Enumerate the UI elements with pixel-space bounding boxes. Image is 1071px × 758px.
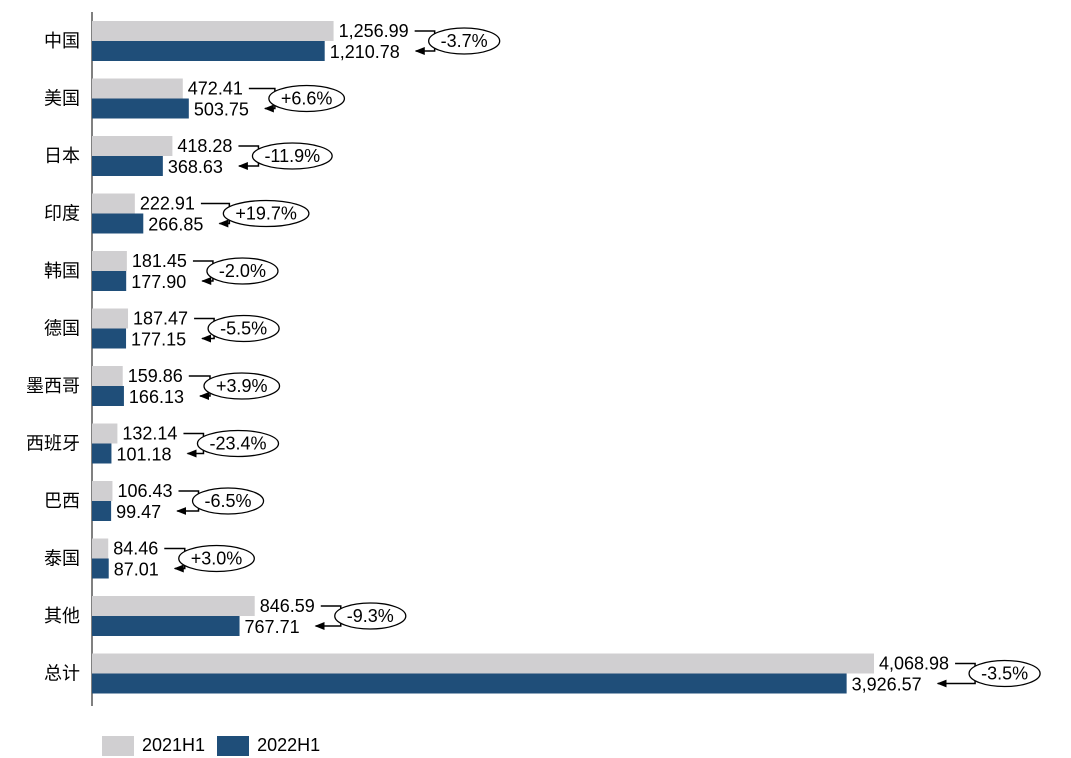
bar-2022h1 xyxy=(92,443,112,464)
change-oval xyxy=(207,314,280,343)
change-oval xyxy=(334,602,407,630)
change-oval xyxy=(191,487,265,515)
bar-2021h1 xyxy=(92,21,334,41)
bar-2021h1 xyxy=(92,366,123,386)
value-label-2021h1: 846.59 xyxy=(260,596,315,616)
change-label: -3.5% xyxy=(981,664,1028,684)
bar-2022h1 xyxy=(92,41,325,61)
change-oval xyxy=(251,142,333,170)
change-oval xyxy=(206,257,279,285)
value-label-2022h1: 166.13 xyxy=(129,387,184,407)
bar-2022h1 xyxy=(92,328,127,349)
bar-2021h1 xyxy=(92,136,173,156)
category-label: 德国 xyxy=(44,319,80,340)
category-label: 总计 xyxy=(44,664,80,685)
change-oval xyxy=(203,372,281,400)
category-label: 日本 xyxy=(44,146,80,167)
bar-2022h1 xyxy=(92,616,240,636)
bar-2021h1 xyxy=(92,538,109,559)
legend-swatch-2021h1 xyxy=(102,735,134,756)
bar-2022h1 xyxy=(92,558,109,579)
value-label-2021h1: 222.91 xyxy=(140,194,195,214)
value-label-2022h1: 767.71 xyxy=(245,617,300,637)
value-label-2022h1: 177.90 xyxy=(131,272,186,292)
category-label: 西班牙 xyxy=(26,434,80,455)
value-label-2021h1: 106.43 xyxy=(117,481,172,501)
bar-2022h1 xyxy=(92,156,163,176)
change-label: +19.7% xyxy=(235,204,297,224)
bar-2021h1 xyxy=(92,596,255,616)
bar-2022h1 xyxy=(92,98,189,119)
change-oval xyxy=(268,84,346,113)
bar-2021h1 xyxy=(92,423,118,444)
category-label: 中国 xyxy=(44,31,80,52)
bar-2021h1 xyxy=(92,78,183,99)
legend-item-2022h1: 2022H1 xyxy=(217,735,320,756)
change-label: +3.0% xyxy=(191,549,243,569)
change-label: -23.4% xyxy=(209,434,266,454)
value-label-2021h1: 4,068.98 xyxy=(879,654,949,674)
change-label: -9.3% xyxy=(347,606,394,626)
value-label-2022h1: 1,210.78 xyxy=(330,42,400,62)
bar-2022h1 xyxy=(92,673,847,694)
bar-2021h1 xyxy=(92,653,874,674)
bar-2021h1 xyxy=(92,251,127,271)
category-label: 印度 xyxy=(44,204,80,225)
legend-swatch-2022h1 xyxy=(217,735,250,756)
value-label-2022h1: 3,926.57 xyxy=(852,675,922,695)
bar-2022h1 xyxy=(92,386,124,406)
bar-2022h1 xyxy=(92,213,144,234)
change-oval xyxy=(196,429,280,458)
legend: 2021H1 2022H1 xyxy=(102,735,332,756)
change-label: +6.6% xyxy=(281,89,333,109)
change-label: -6.5% xyxy=(205,491,252,511)
bar-2021h1 xyxy=(92,481,113,501)
value-label-2022h1: 266.85 xyxy=(148,215,203,235)
value-label-2021h1: 418.28 xyxy=(177,136,232,156)
value-label-2021h1: 159.86 xyxy=(128,366,183,386)
change-label: +3.9% xyxy=(216,376,268,396)
legend-label-2021h1: 2021H1 xyxy=(142,735,206,755)
category-label: 其他 xyxy=(44,606,80,627)
value-label-2022h1: 99.47 xyxy=(116,502,161,522)
value-label-2021h1: 1,256.99 xyxy=(339,21,409,41)
value-label-2021h1: 132.14 xyxy=(122,424,177,444)
value-label-2021h1: 187.47 xyxy=(133,309,188,329)
change-label: -5.5% xyxy=(220,319,267,339)
value-label-2022h1: 368.63 xyxy=(168,157,223,177)
bar-2021h1 xyxy=(92,308,129,329)
change-label: -3.7% xyxy=(441,31,488,51)
change-oval xyxy=(222,199,310,228)
value-label-2021h1: 472.41 xyxy=(188,79,243,99)
legend-item-2021h1: 2021H1 xyxy=(102,735,205,756)
category-label: 泰国 xyxy=(44,549,80,570)
category-label: 巴西 xyxy=(44,491,80,512)
value-label-2021h1: 84.46 xyxy=(113,539,158,559)
legend-label-2022h1: 2022H1 xyxy=(257,735,321,755)
change-label: -11.9% xyxy=(264,146,320,166)
change-oval xyxy=(968,659,1041,688)
bar-2022h1 xyxy=(92,271,127,291)
category-label: 韩国 xyxy=(44,261,80,282)
change-oval xyxy=(428,27,501,55)
bar-2022h1 xyxy=(92,501,112,521)
category-label: 墨西哥 xyxy=(26,376,80,397)
value-label-2022h1: 101.18 xyxy=(116,445,171,465)
bar-2021h1 xyxy=(92,193,135,214)
change-label: -2.0% xyxy=(219,261,266,281)
value-label-2022h1: 87.01 xyxy=(114,560,159,580)
value-label-2021h1: 181.45 xyxy=(132,251,187,271)
category-label: 美国 xyxy=(44,89,80,110)
value-label-2022h1: 177.15 xyxy=(131,330,186,350)
change-oval xyxy=(178,544,255,573)
value-label-2022h1: 503.75 xyxy=(194,100,249,120)
